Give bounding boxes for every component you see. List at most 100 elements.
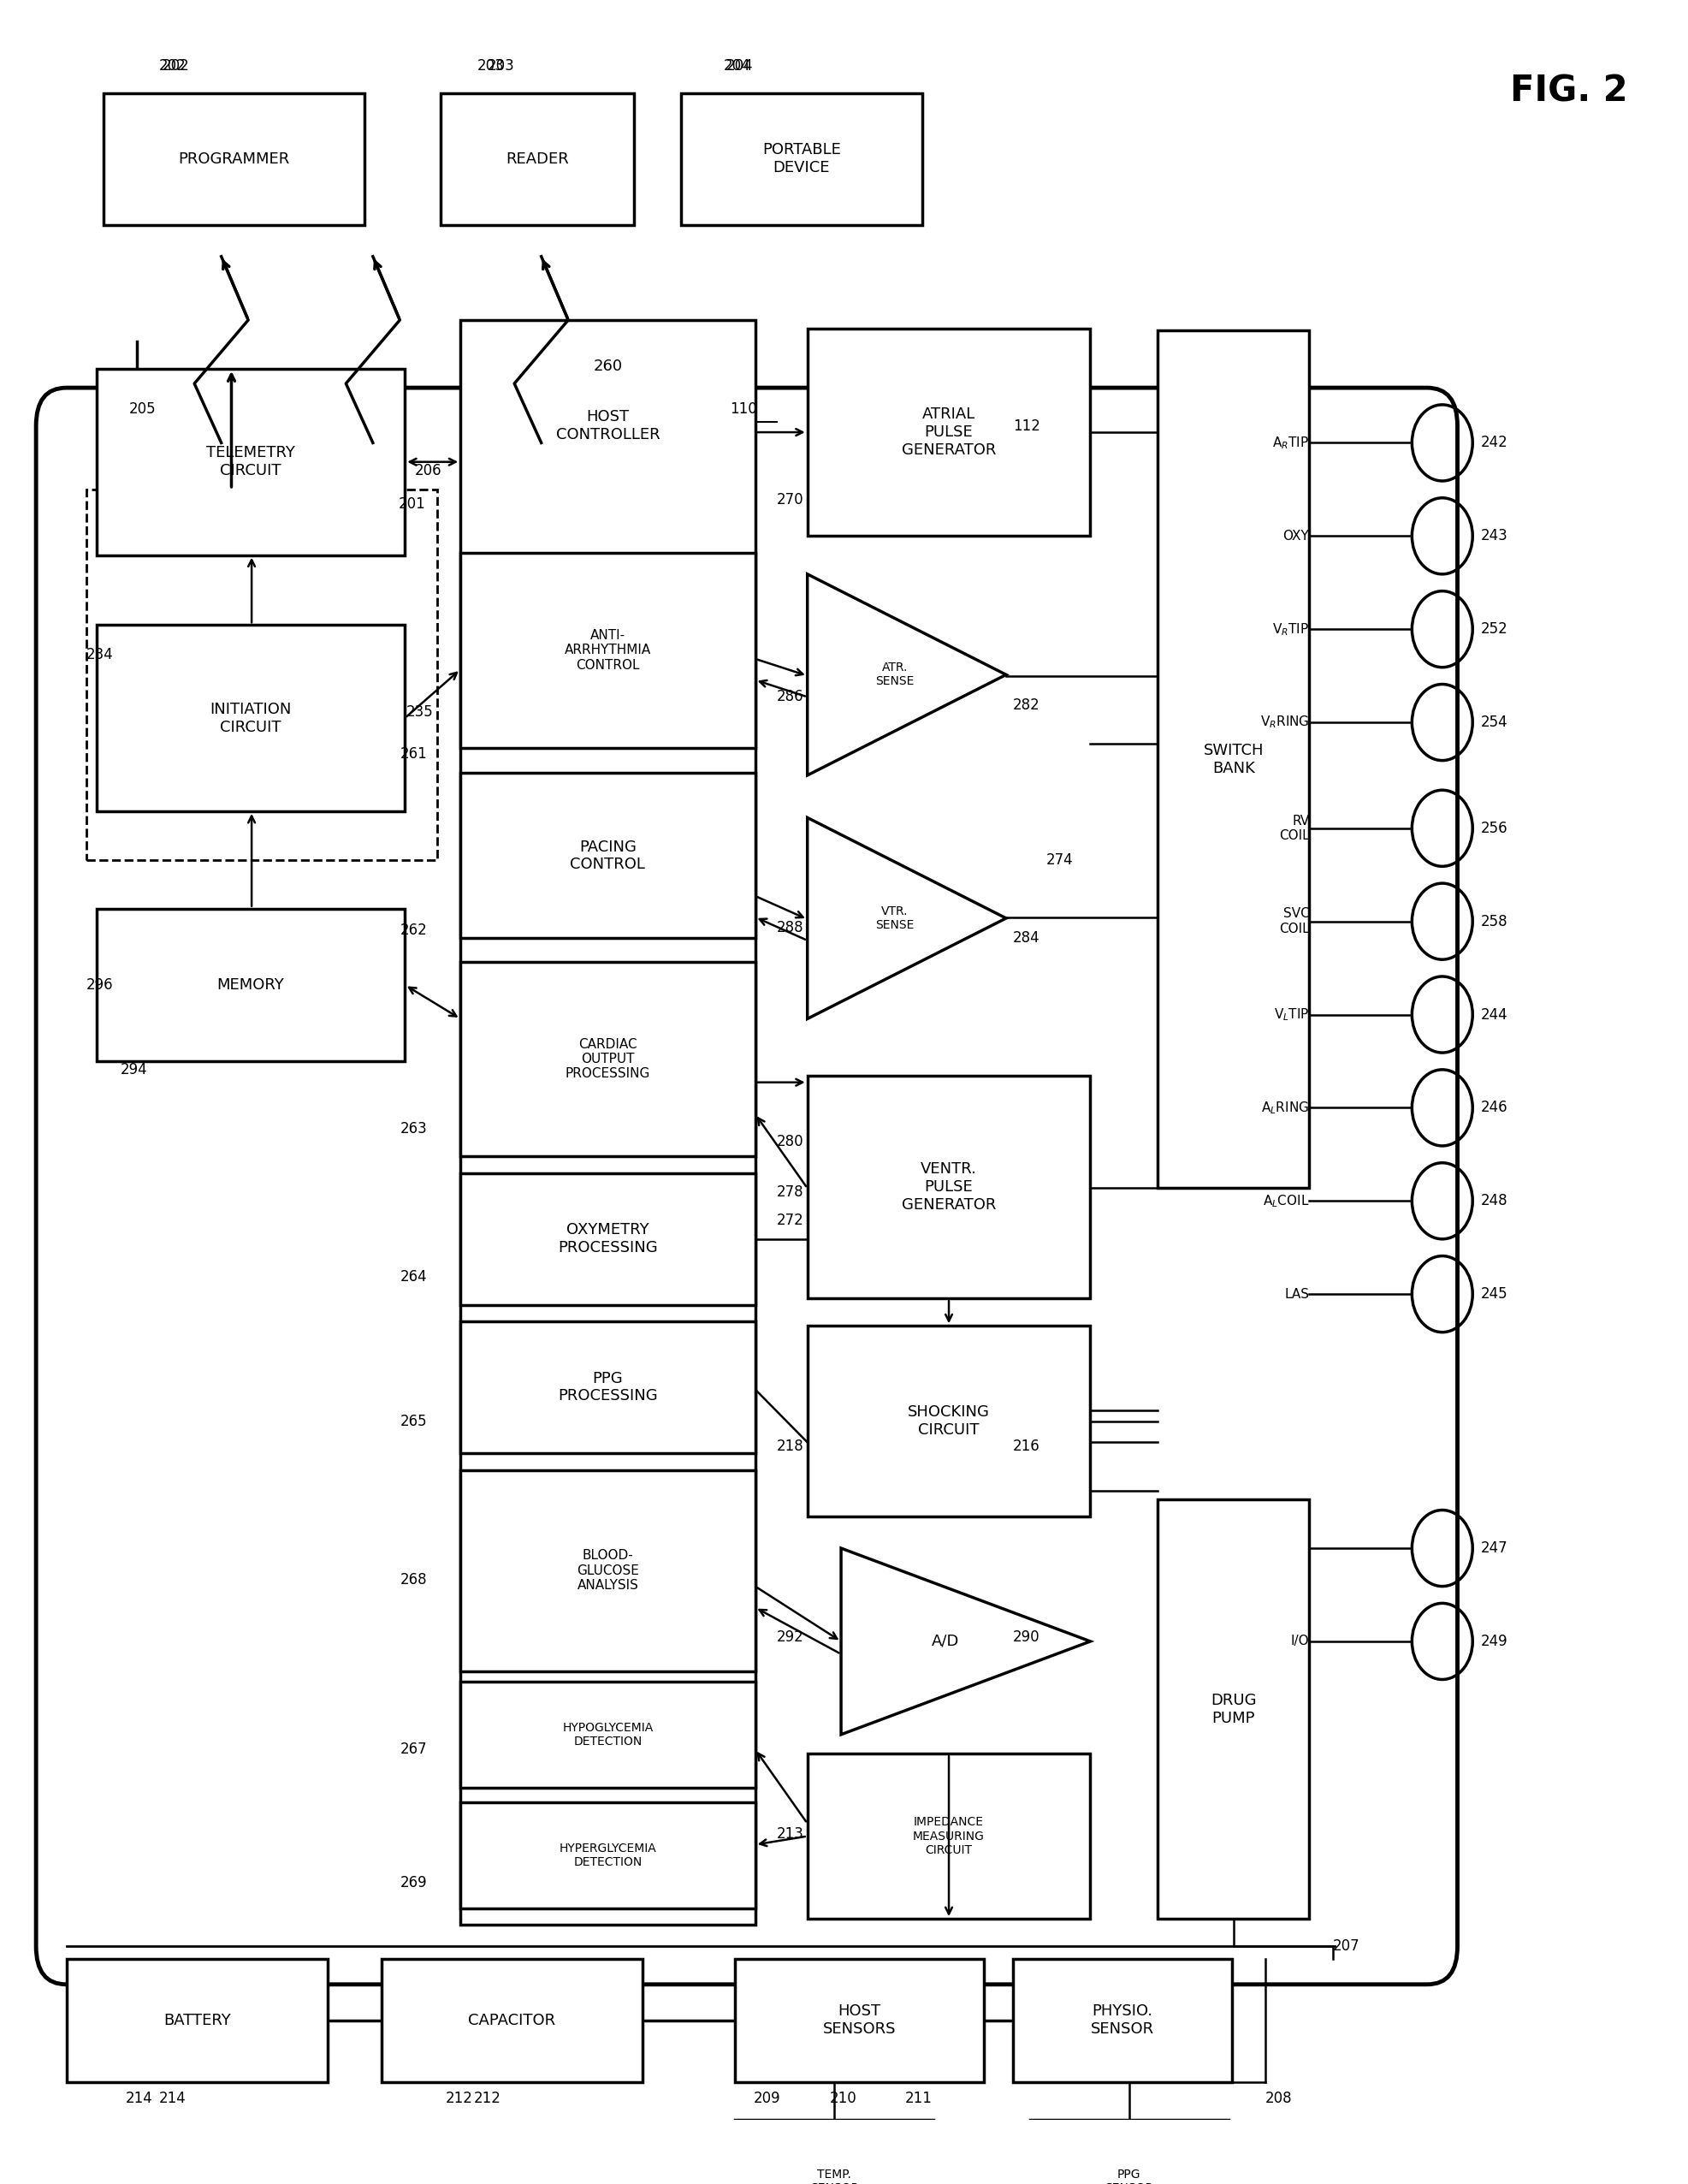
Text: 242: 242 — [1480, 435, 1507, 450]
Text: PHYSIO.
SENSOR: PHYSIO. SENSOR — [1090, 2003, 1153, 2038]
FancyBboxPatch shape — [96, 625, 405, 810]
FancyBboxPatch shape — [807, 1326, 1090, 1516]
FancyBboxPatch shape — [96, 369, 405, 555]
FancyBboxPatch shape — [461, 321, 755, 1924]
Text: 270: 270 — [776, 491, 803, 507]
FancyBboxPatch shape — [461, 1321, 755, 1452]
Text: OXYMETRY
PROCESSING: OXYMETRY PROCESSING — [557, 1223, 657, 1256]
Text: PROGRAMMER: PROGRAMMER — [179, 151, 290, 166]
Text: 249: 249 — [1480, 1634, 1507, 1649]
FancyBboxPatch shape — [66, 1959, 327, 2081]
Text: HYPOGLYCEMIA
DETECTION: HYPOGLYCEMIA DETECTION — [562, 1721, 653, 1747]
Text: 272: 272 — [776, 1212, 803, 1227]
Text: 278: 278 — [776, 1184, 803, 1201]
Text: BLOOD-
GLUCOSE
ANALYSIS: BLOOD- GLUCOSE ANALYSIS — [576, 1548, 638, 1592]
Text: PPG
PROCESSING: PPG PROCESSING — [557, 1372, 657, 1404]
Text: A$_L$RING: A$_L$RING — [1261, 1101, 1308, 1116]
FancyBboxPatch shape — [461, 1682, 755, 1787]
Text: ATR.
SENSE: ATR. SENSE — [874, 662, 913, 688]
Text: 245: 245 — [1480, 1286, 1507, 1302]
Text: SWITCH
BANK: SWITCH BANK — [1202, 743, 1263, 775]
Text: 292: 292 — [776, 1629, 803, 1645]
Text: 209: 209 — [753, 2090, 780, 2105]
Text: V$_R$RING: V$_R$RING — [1259, 714, 1308, 729]
FancyBboxPatch shape — [734, 1959, 984, 2081]
Text: 294: 294 — [120, 1061, 147, 1077]
Text: ANTI-
ARRHYTHMIA
CONTROL: ANTI- ARRHYTHMIA CONTROL — [564, 629, 652, 673]
Text: 288: 288 — [776, 919, 803, 935]
Text: 216: 216 — [1013, 1439, 1040, 1455]
Text: 258: 258 — [1480, 913, 1507, 928]
Text: 248: 248 — [1480, 1192, 1507, 1208]
FancyBboxPatch shape — [680, 94, 922, 225]
Text: 203: 203 — [478, 59, 505, 74]
Text: I/O: I/O — [1290, 1636, 1308, 1647]
Text: 214: 214 — [159, 2090, 186, 2105]
Text: SHOCKING
CIRCUIT: SHOCKING CIRCUIT — [908, 1404, 989, 1437]
Text: 203: 203 — [488, 59, 515, 74]
Text: 110: 110 — [729, 402, 756, 417]
FancyBboxPatch shape — [461, 961, 755, 1158]
FancyBboxPatch shape — [86, 489, 437, 860]
Text: 265: 265 — [400, 1413, 427, 1428]
Text: SVC
COIL: SVC COIL — [1278, 909, 1308, 935]
Text: 246: 246 — [1480, 1101, 1507, 1116]
Text: A$_L$COIL: A$_L$COIL — [1263, 1192, 1308, 1210]
Text: 213: 213 — [776, 1826, 803, 1841]
Text: 243: 243 — [1480, 529, 1507, 544]
Text: 282: 282 — [1013, 697, 1040, 714]
Text: DRUG
PUMP: DRUG PUMP — [1210, 1693, 1256, 1725]
Text: INITIATION
CIRCUIT: INITIATION CIRCUIT — [209, 701, 292, 734]
Text: CAPACITOR: CAPACITOR — [468, 2014, 555, 2029]
FancyBboxPatch shape — [1013, 1959, 1231, 2081]
Text: 286: 286 — [776, 690, 803, 705]
Text: 211: 211 — [905, 2090, 932, 2105]
Text: MEMORY: MEMORY — [218, 976, 284, 992]
Text: OXY: OXY — [1283, 529, 1308, 542]
Text: 268: 268 — [400, 1572, 427, 1588]
Text: V$_L$TIP: V$_L$TIP — [1273, 1007, 1308, 1022]
Text: 214: 214 — [125, 2090, 152, 2105]
Text: 264: 264 — [400, 1269, 427, 1284]
FancyBboxPatch shape — [734, 2121, 933, 2184]
FancyBboxPatch shape — [461, 1173, 755, 1304]
FancyBboxPatch shape — [461, 1470, 755, 1671]
FancyBboxPatch shape — [35, 389, 1457, 1985]
FancyBboxPatch shape — [807, 1077, 1090, 1297]
Text: FIG. 2: FIG. 2 — [1509, 74, 1627, 109]
Text: PPG
SENSOR: PPG SENSOR — [1104, 2169, 1153, 2184]
Text: HYPERGLYCEMIA
DETECTION: HYPERGLYCEMIA DETECTION — [559, 1843, 657, 1867]
Text: 263: 263 — [400, 1120, 427, 1136]
FancyBboxPatch shape — [96, 909, 405, 1061]
FancyBboxPatch shape — [461, 1802, 755, 1909]
FancyBboxPatch shape — [807, 1754, 1090, 1920]
FancyBboxPatch shape — [461, 773, 755, 939]
Text: VTR.
SENSE: VTR. SENSE — [874, 906, 913, 930]
Text: RV
COIL: RV COIL — [1278, 815, 1308, 843]
Text: 267: 267 — [400, 1741, 427, 1758]
Text: A$_R$TIP: A$_R$TIP — [1271, 435, 1308, 450]
Text: 262: 262 — [400, 922, 427, 937]
Text: 202: 202 — [162, 59, 189, 74]
Text: 254: 254 — [1480, 714, 1507, 729]
Text: 205: 205 — [128, 402, 155, 417]
FancyBboxPatch shape — [103, 94, 365, 225]
Text: 206: 206 — [415, 463, 442, 478]
Text: 235: 235 — [407, 703, 434, 719]
Text: LAS: LAS — [1285, 1289, 1308, 1299]
Text: 210: 210 — [829, 2090, 856, 2105]
Text: 204: 204 — [722, 59, 749, 74]
Text: 234: 234 — [86, 646, 113, 662]
FancyBboxPatch shape — [461, 553, 755, 747]
Text: VENTR.
PULSE
GENERATOR: VENTR. PULSE GENERATOR — [901, 1162, 996, 1212]
FancyBboxPatch shape — [807, 328, 1090, 535]
Text: READER: READER — [505, 151, 569, 166]
Text: PACING
CONTROL: PACING CONTROL — [571, 839, 645, 871]
Text: TEMP.
SENSOR: TEMP. SENSOR — [810, 2169, 858, 2184]
FancyBboxPatch shape — [381, 1959, 641, 2081]
Text: 201: 201 — [398, 496, 425, 511]
Text: 212: 212 — [474, 2090, 501, 2105]
Text: 244: 244 — [1480, 1007, 1507, 1022]
FancyBboxPatch shape — [1156, 330, 1308, 1188]
Text: 208: 208 — [1264, 2090, 1291, 2105]
